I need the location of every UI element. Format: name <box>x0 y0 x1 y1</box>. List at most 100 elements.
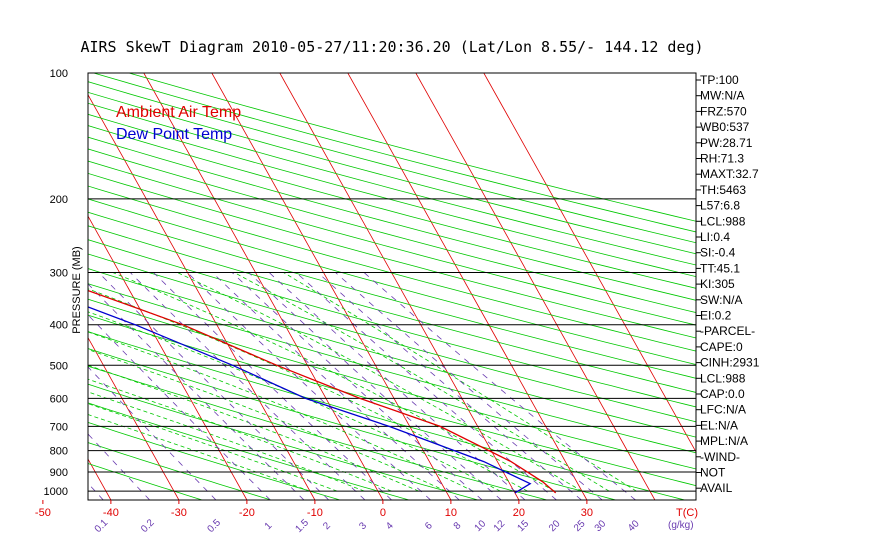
dry-adiabat-line <box>88 298 696 470</box>
isotherm-line <box>415 73 656 500</box>
dry-adiabat-line <box>88 172 696 339</box>
sounding-index: CINH:2931 <box>700 356 760 370</box>
dry-adiabat-line <box>88 185 696 352</box>
isotherm-line <box>211 73 452 500</box>
dry-adiabat-line <box>88 283 696 454</box>
isotherm-line <box>88 336 180 500</box>
mixing-ratio-label: 2 <box>321 520 333 532</box>
legend-dew-point-temp: Dew Point Temp <box>116 126 232 143</box>
dry-adiabat-line <box>88 239 696 408</box>
dry-adiabat-line <box>88 348 616 500</box>
sounding-index: LCL:988 <box>700 214 746 228</box>
bottom-temp-tick-label: -20 <box>239 507 255 519</box>
sounding-index: TP:100 <box>700 73 739 87</box>
sounding-index: PW:28.71 <box>700 136 753 150</box>
ambient-temp-line <box>88 289 557 494</box>
mixing-ratio-line <box>88 314 271 500</box>
pressure-tick-label: 400 <box>50 320 68 332</box>
dry-adiabat-line <box>88 463 203 500</box>
bottom-temp-tick-label: 30 <box>581 507 593 519</box>
sounding-index: EI:0.2 <box>700 309 732 323</box>
sounding-index: MPL:N/A <box>700 434 748 448</box>
mixing-ratio-line <box>88 366 217 500</box>
mixing-ratio-label: 12 <box>492 518 508 534</box>
bottom-temp-tick-label: -40 <box>103 507 119 519</box>
mixing-ratio-label: 0.1 <box>93 517 111 535</box>
sounding-index: SW:N/A <box>700 293 742 307</box>
moist-adiabat-line <box>112 272 555 492</box>
sounding-index: FRZ:570 <box>700 104 747 118</box>
mixing-ratio-label: 4 <box>384 520 396 532</box>
pressure-tick-label: 500 <box>50 360 68 372</box>
sounding-index: RH:71.3 <box>700 152 744 166</box>
bottom-temp-tick-label: -10 <box>307 507 323 519</box>
mixing-ratio-label: 1 <box>263 520 275 532</box>
isotherm-line <box>483 73 696 453</box>
moist-adiabat-line <box>88 311 501 492</box>
sounding-index: AVAIL <box>700 481 733 495</box>
sounding-index: TT:45.1 <box>700 261 740 275</box>
dry-adiabat-line <box>88 148 696 314</box>
mixing-ratio-label: 30 <box>593 518 609 534</box>
dry-adiabat-line <box>88 198 696 365</box>
sounding-index: MAXT:32.7 <box>700 167 759 181</box>
moist-adiabat-line <box>283 272 637 492</box>
mixing-ratio-label: 40 <box>626 518 642 534</box>
isotherm-line <box>88 215 248 500</box>
mixing-ratio-label: 25 <box>572 518 588 534</box>
diagram-axes: 1002003004005006007008009001000-120-110-… <box>35 68 698 535</box>
dry-adiabat-line <box>88 442 272 500</box>
bottom-temp-tick-label: -30 <box>171 507 187 519</box>
dewpoint-temp-line <box>88 306 532 494</box>
mixing-ratio-label: 20 <box>547 518 563 534</box>
mixing-ratio-line <box>212 272 460 500</box>
dry-adiabat-line <box>88 160 696 326</box>
sounding-index: CAP:0.0 <box>700 387 745 401</box>
mixing-ratio-label: 8 <box>452 520 464 532</box>
sounding-index: KI:305 <box>700 277 735 291</box>
mixing-ratio-label: 0.2 <box>139 517 157 535</box>
plot-frame <box>87 72 697 501</box>
mixing-ratio-label: 10 <box>473 518 489 534</box>
sounding-index: TH:5463 <box>700 183 746 197</box>
sounding-index: CAPE:0 <box>700 340 743 354</box>
moist-adiabat-line <box>177 272 583 492</box>
dry-adiabat-line <box>88 383 479 500</box>
mixing-ratio-label: 3 <box>357 520 369 532</box>
sounding-index: EL:N/A <box>700 418 738 432</box>
moist-adiabat-line <box>234 272 610 492</box>
bottom-temp-tick-label: 20 <box>513 507 525 519</box>
dry-adiabat-line <box>88 331 685 500</box>
isotherm-line <box>347 73 588 500</box>
dry-adiabat-line <box>88 225 696 393</box>
pressure-tick-label: 200 <box>50 194 68 206</box>
dry-adiabat-line <box>88 253 696 423</box>
mixing-ratio-label: 6 <box>423 520 435 532</box>
sounding-index: SI:-0.4 <box>700 246 736 260</box>
dry-adiabat-line <box>88 136 696 301</box>
chart-title: AIRS SkewT Diagram 2010-05-27/11:20:36.2… <box>80 38 703 56</box>
mixing-ratio-line <box>231 272 483 500</box>
pressure-tick-label: 900 <box>50 467 68 479</box>
mixing-ratio-label: 15 <box>516 518 532 534</box>
pressure-tick-label: 1000 <box>44 486 68 498</box>
sounding-index: L57:6.8 <box>700 199 740 213</box>
moist-adiabat-line <box>88 414 311 492</box>
bottom-temp-tick-label: 10 <box>445 507 457 519</box>
dry-adiabat-line <box>88 268 696 438</box>
pressure-tick-label: 700 <box>50 421 68 433</box>
bottom-temp-tick-label: -50 <box>35 507 51 519</box>
mixing-ratio-line <box>296 272 557 500</box>
sounding-index: LCL:988 <box>700 371 746 385</box>
moist-adiabat-line <box>88 378 392 492</box>
isotherm-line <box>0 73 43 500</box>
mixing-ratio-line <box>317 272 582 500</box>
sounding-index: LI:0.4 <box>700 230 730 244</box>
pressure-tick-label: 600 <box>50 393 68 405</box>
dry-adiabat-line <box>88 365 548 500</box>
mixing-ratio-line <box>363 272 636 500</box>
mixing-ratio-line <box>187 272 431 500</box>
dry-adiabat-line <box>88 102 696 266</box>
